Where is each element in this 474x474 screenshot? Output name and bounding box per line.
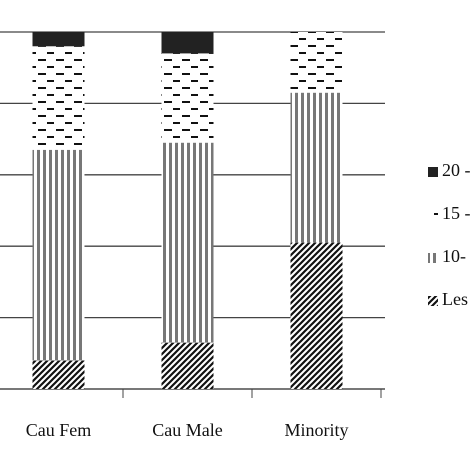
bar-segment (290, 92, 343, 243)
x-tick-label: Cau Fem (26, 420, 92, 440)
bar-segment (161, 32, 214, 54)
legend-label: Les (442, 289, 468, 309)
bar-segment (290, 242, 343, 389)
bar-segment (32, 149, 85, 361)
legend-label: 10- (442, 246, 466, 266)
legend-swatch (428, 253, 438, 263)
legend-label: 15 - (442, 203, 471, 223)
legend-swatch (428, 210, 438, 220)
x-tick-label: Minority (284, 420, 348, 440)
bar-segment (290, 32, 343, 93)
bar-segment (32, 360, 85, 389)
bar-segment (161, 342, 214, 389)
bar-segment (32, 46, 85, 150)
legend-swatch (428, 296, 438, 306)
legend-label: 20 - (442, 160, 471, 180)
legend-swatch (428, 167, 438, 177)
bar-segment (161, 142, 214, 343)
bar-segment (32, 32, 85, 47)
bar-segment (161, 53, 214, 143)
x-tick-label: Cau Male (152, 420, 222, 440)
